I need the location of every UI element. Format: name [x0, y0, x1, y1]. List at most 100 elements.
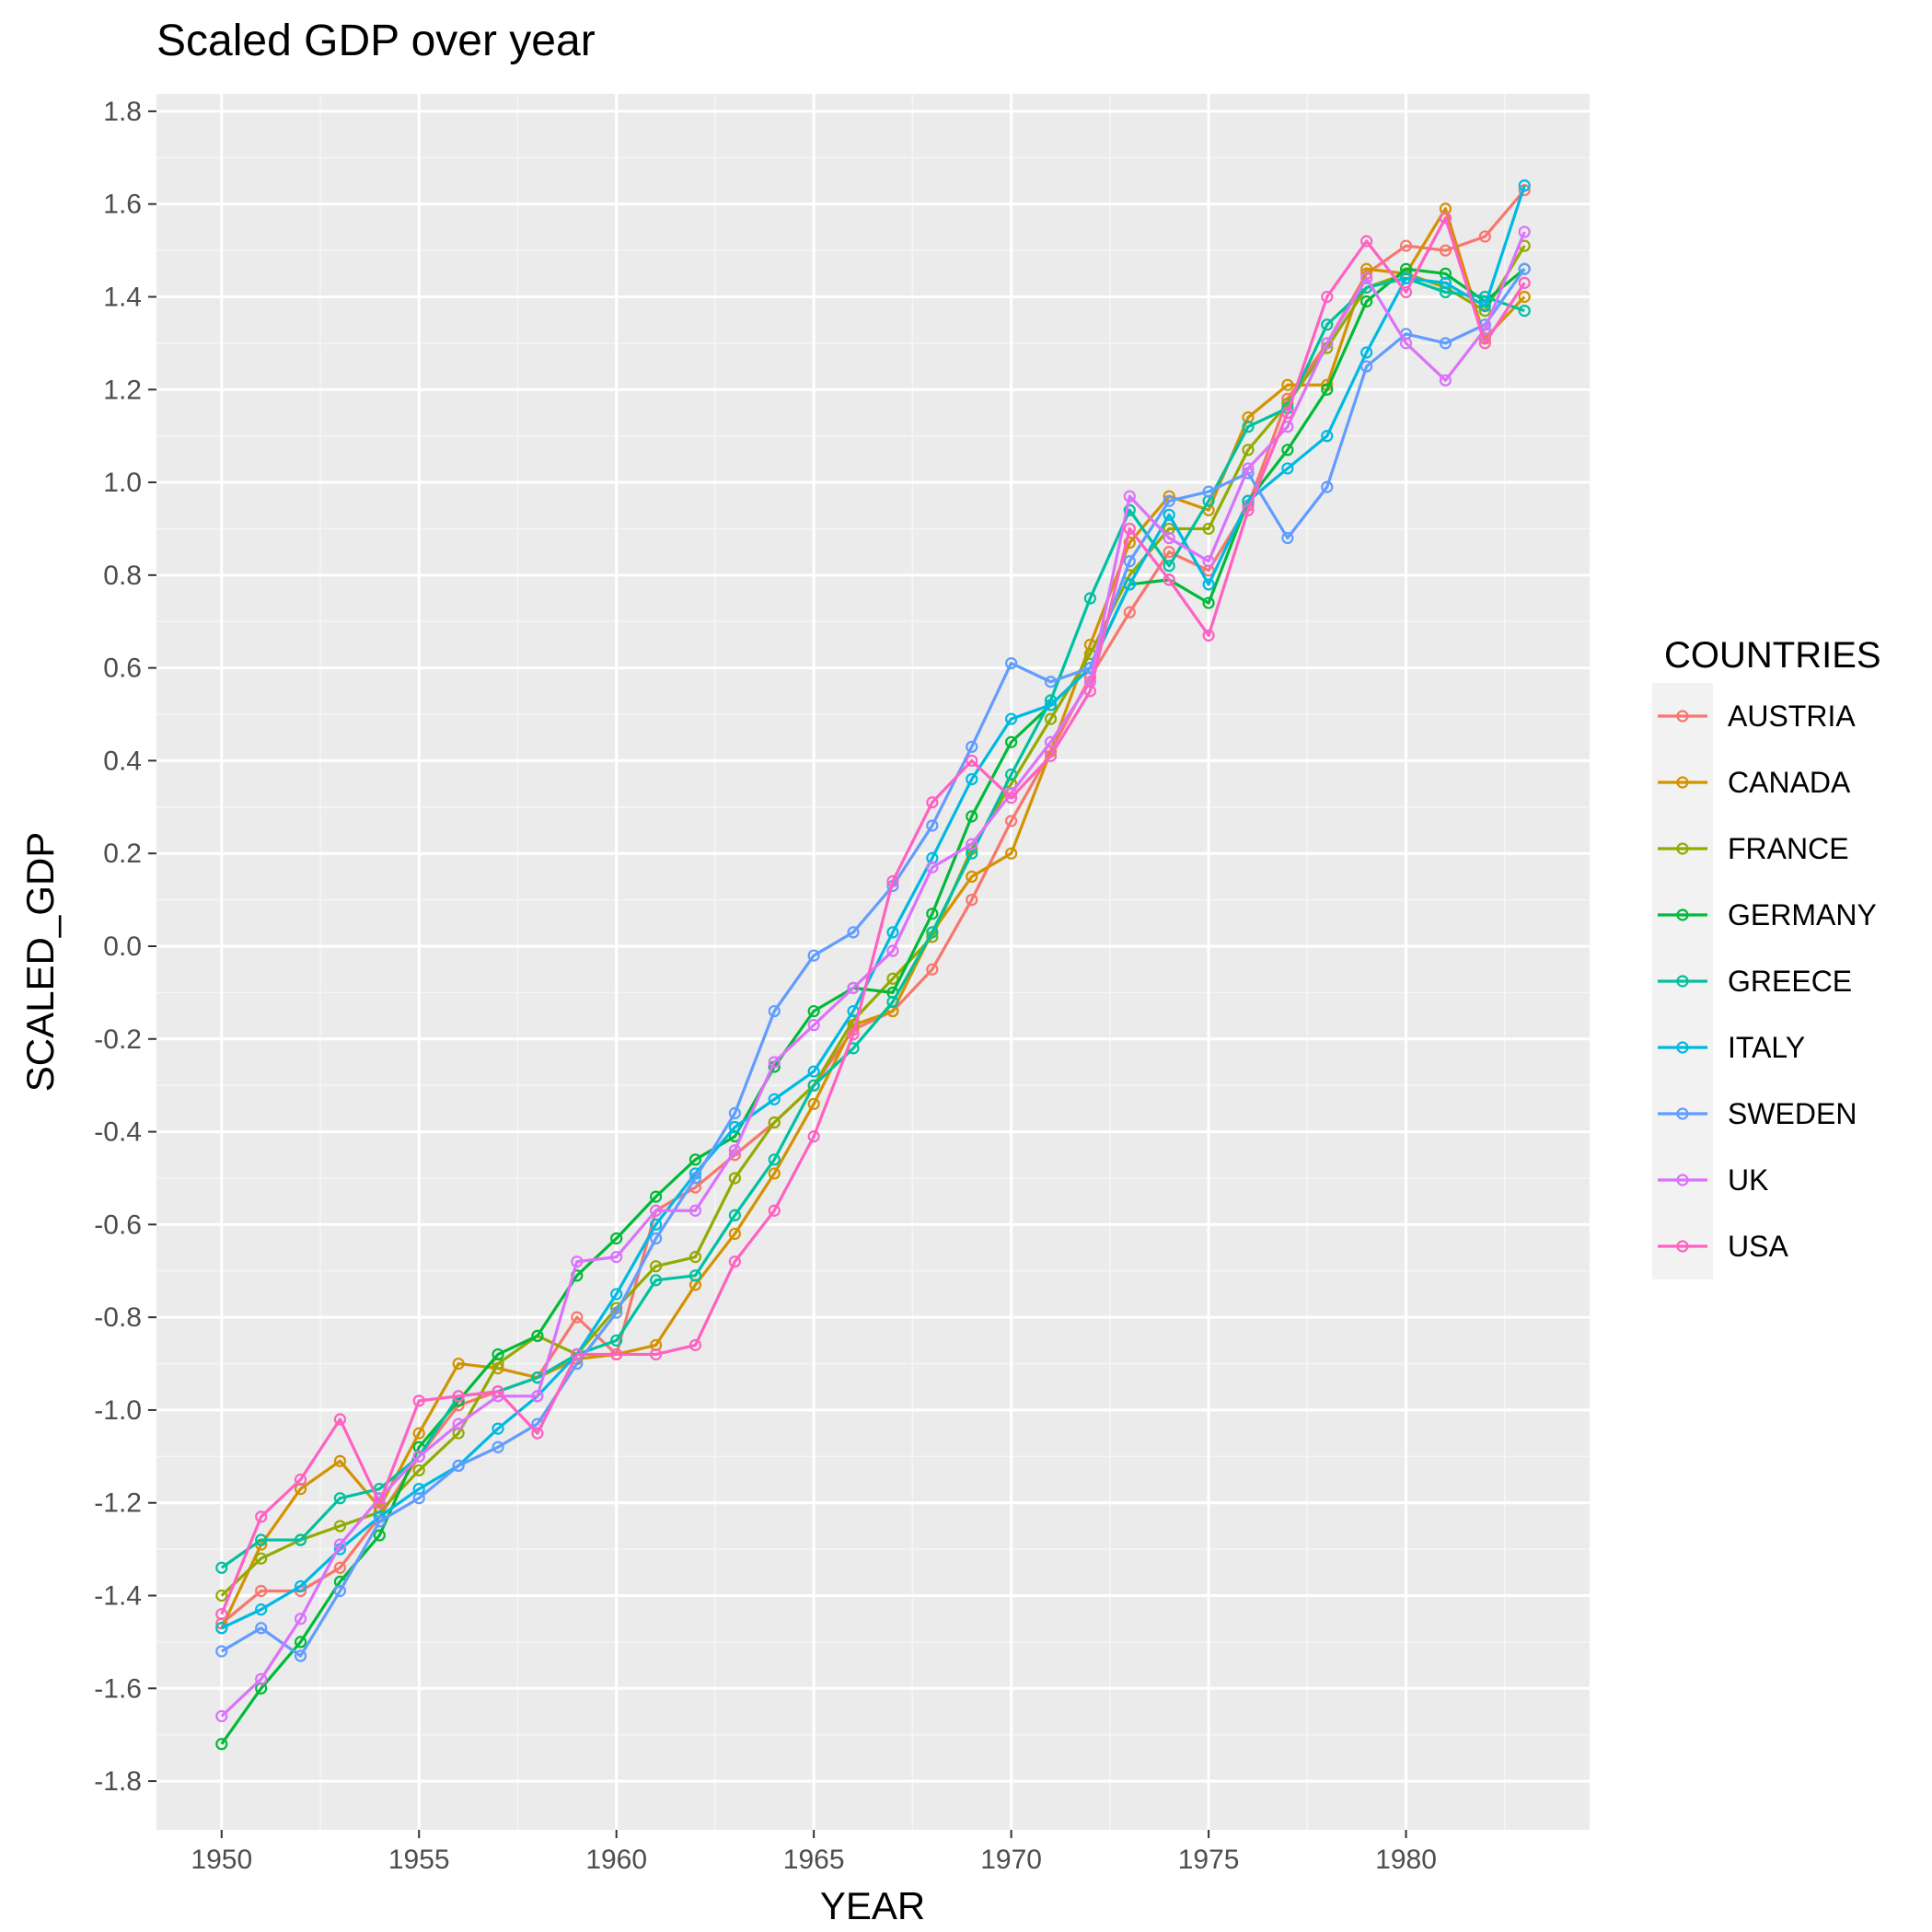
series-point-germany [926, 908, 939, 920]
series-point-usa [1083, 685, 1097, 698]
series-point-france [688, 1251, 702, 1264]
series-point-usa [886, 874, 899, 888]
y-tick-label: -0.2 [94, 1024, 142, 1055]
series-point-sweden [1439, 337, 1452, 350]
series-layer [215, 179, 1531, 1751]
series-point-uk [728, 1144, 741, 1157]
series-point-sweden [452, 1459, 465, 1473]
series-point-italy [294, 1579, 307, 1593]
series-point-usa [215, 1608, 228, 1621]
series-point-usa [1478, 337, 1491, 350]
series-point-austria [1005, 815, 1018, 827]
series-point-germany [1360, 295, 1373, 308]
series-point-usa [1242, 503, 1255, 516]
series-point-sweden [333, 1584, 347, 1598]
series-point-uk [412, 1450, 425, 1463]
series-point-uk [1242, 462, 1255, 475]
series-point-germany [807, 1004, 820, 1018]
series-point-sweden [966, 740, 978, 753]
series-point-italy [1281, 462, 1294, 475]
series-point-greece [728, 1209, 741, 1221]
series-point-usa [1044, 749, 1058, 762]
series-point-germany [649, 1190, 663, 1203]
legend-label-canada: CANADA [1728, 766, 1851, 799]
x-tick-label: 1955 [388, 1845, 450, 1875]
series-point-usa [1439, 212, 1452, 225]
legend-point-canada [1676, 776, 1689, 789]
series-point-usa [926, 796, 939, 809]
legend-point-greece [1676, 975, 1689, 988]
series-point-germany [373, 1529, 386, 1542]
series-line-sweden [220, 268, 1526, 1658]
series-point-germany [531, 1329, 544, 1342]
y-tick-label: -0.4 [94, 1117, 142, 1148]
legend-label-uk: UK [1728, 1163, 1768, 1197]
series-point-uk [531, 1390, 544, 1403]
series-point-italy [215, 1622, 228, 1635]
series-point-sweden [412, 1492, 425, 1505]
series-point-uk [966, 838, 978, 850]
series-point-italy [728, 1120, 741, 1134]
y-tick-label: -0.6 [94, 1209, 142, 1240]
series-point-usa [1281, 406, 1294, 420]
legend-point-austria [1676, 710, 1689, 723]
series-point-greece [649, 1274, 663, 1287]
y-tick-label: 0.0 [103, 931, 142, 962]
series-point-uk [610, 1251, 623, 1264]
series-point-uk [333, 1538, 347, 1551]
series-point-greece [926, 926, 939, 939]
series-point-italy [768, 1093, 781, 1105]
series-point-germany [492, 1348, 504, 1361]
series-point-usa [373, 1497, 386, 1510]
series-line-austria [220, 189, 1526, 1625]
series-point-greece [610, 1334, 623, 1347]
series-point-italy [1123, 578, 1136, 591]
x-tick-label: 1980 [1375, 1845, 1437, 1875]
series-point-sweden [807, 949, 820, 962]
series-point-greece [1163, 560, 1175, 573]
y-tick-label: 1.6 [103, 190, 142, 220]
series-point-austria [1399, 239, 1413, 252]
series-point-usa [649, 1348, 663, 1361]
series-point-austria [966, 893, 978, 907]
series-line-uk [220, 231, 1526, 1718]
series-point-germany [1005, 735, 1018, 748]
series-point-usa [1399, 285, 1413, 299]
series-point-sweden [492, 1440, 504, 1453]
series-point-canada [807, 1097, 820, 1110]
series-point-canada [1123, 536, 1136, 550]
series-point-usa [531, 1427, 544, 1440]
y-tick-label: 0.4 [103, 746, 142, 776]
series-point-uk [1321, 337, 1334, 350]
series-point-uk [886, 944, 899, 957]
series-point-uk [1518, 226, 1531, 238]
series-point-usa [1123, 522, 1136, 536]
series-point-sweden [1163, 494, 1175, 507]
series-point-greece [1518, 304, 1531, 318]
series-point-germany [1281, 444, 1294, 457]
series-point-usa [571, 1348, 584, 1361]
series-point-austria [1478, 230, 1491, 243]
series-point-canada [412, 1427, 425, 1440]
legend-label-austria: AUSTRIA [1728, 700, 1856, 733]
series-point-usa [492, 1385, 504, 1398]
series-point-usa [1518, 276, 1531, 289]
series-point-greece [688, 1269, 702, 1282]
series-point-france [1044, 712, 1058, 725]
series-line-italy [221, 185, 1526, 1630]
series-point-france [412, 1463, 425, 1477]
series-point-sweden [728, 1106, 741, 1120]
series-point-austria [571, 1311, 584, 1324]
y-tick-label: 0.6 [103, 654, 142, 684]
series-point-italy [1202, 578, 1215, 591]
series-point-usa [294, 1473, 307, 1487]
y-tick-label: -1.6 [94, 1673, 142, 1704]
series-point-sweden [1360, 360, 1373, 373]
y-tick-label: -1.0 [94, 1395, 142, 1426]
series-point-greece [1242, 420, 1255, 434]
series-point-austria [1163, 546, 1175, 559]
series-point-sweden [1044, 676, 1058, 688]
series-point-canada [728, 1227, 741, 1241]
